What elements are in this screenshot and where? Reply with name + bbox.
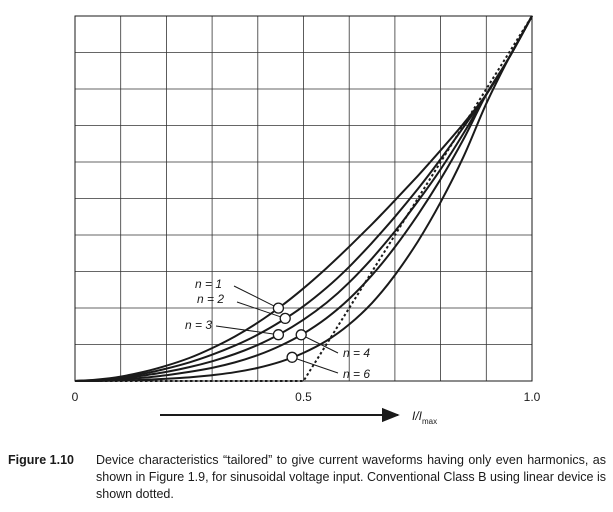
leader-line-n4 [305,336,339,354]
xtick-label: 1.0 [524,390,541,404]
xaxis-label-main: I/I [412,409,423,423]
marker-n2 [279,312,291,325]
leader-line-n1 [233,285,275,307]
marker-n3 [272,329,285,341]
leader-line-n2 [236,301,281,318]
curve-label-n2: n = 2 [197,292,224,306]
marker-n4 [295,329,307,341]
curve-label-n3: n = 3 [185,318,212,332]
xaxis-label-sub: max [422,417,437,426]
caption-label: Figure 1.10 [8,453,74,467]
marker-n1 [272,302,285,314]
curve-label-n4: n = 4 [343,346,370,360]
curve-label-n1: n = 1 [195,277,222,291]
plot-frame [74,15,533,382]
series-class-b-dotted [75,15,533,382]
xtick-label: 0.5 [295,390,312,404]
leader-line-n6 [296,358,339,374]
curve-label-n6: n = 6 [343,367,370,381]
label-layer: n = 1n = 2 n = 3 n = 4 n = 6 [185,277,370,381]
series-n6-curve [74,15,533,383]
xtick-label: 0 [72,390,79,404]
caption-text: Device characteristics “tailored” to giv… [96,453,607,501]
series-n3-curve [74,15,533,382]
grid [75,16,532,381]
leader-line-n3 [215,325,274,335]
series-n1-curve [74,15,533,382]
marker-layer [272,302,307,363]
tick-layer: 0 0.5 1.0 [72,390,541,404]
marker-n6 [286,351,298,363]
xaxis-label: I/Imax [412,409,437,426]
